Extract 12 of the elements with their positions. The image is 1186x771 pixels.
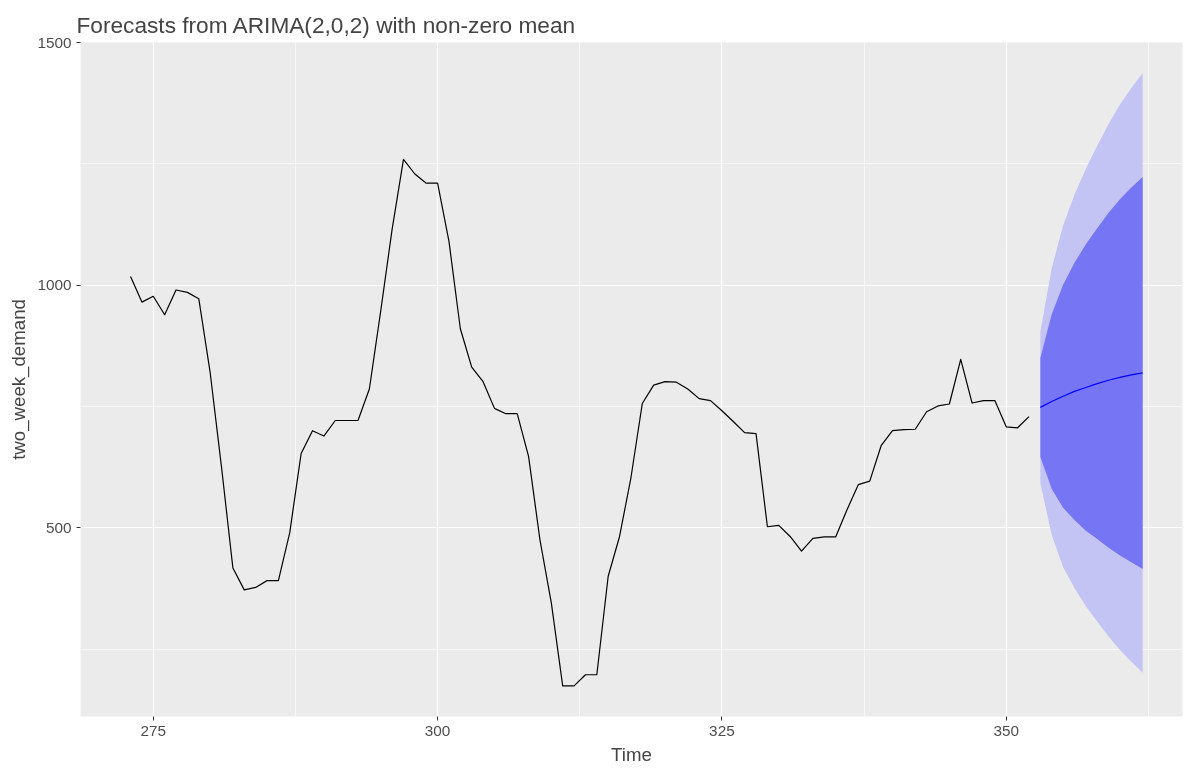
y-tick-label: 1000 [37,276,72,294]
chart-title: Forecasts from ARIMA(2,0,2) with non-zero mean [76,11,576,38]
x-axis-title: Time [611,743,652,765]
x-tick-label: 300 [424,721,451,739]
line-series [129,158,1030,687]
y-axis-title: two_week_demand [8,299,31,460]
x-tick-label: 275 [140,721,167,739]
x-tick-label: 350 [993,721,1020,739]
line-series [1039,372,1144,408]
x-tick-label: 325 [709,721,735,739]
y-tick-label: 500 [45,518,72,536]
y-tick-label: 1500 [37,33,72,51]
